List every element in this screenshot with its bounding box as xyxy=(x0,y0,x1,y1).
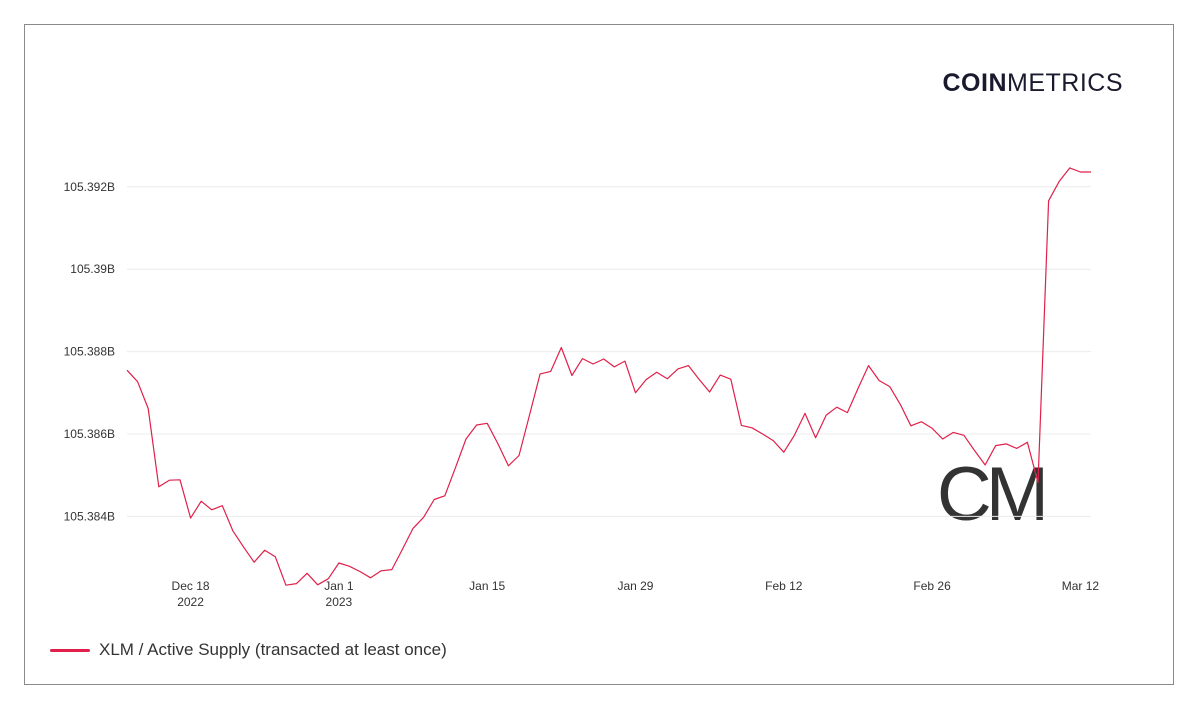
chart-legend[interactable]: XLM / Active Supply (transacted at least… xyxy=(50,640,447,660)
x-tick-label: Mar 12 xyxy=(1062,579,1100,593)
cm-watermark: CM xyxy=(937,452,1050,537)
chart-frame: COINMETRICS xyxy=(24,24,1174,685)
x-tick-label: Jan 29 xyxy=(617,579,653,593)
x-tick-label: Dec 18 xyxy=(172,579,210,593)
x-tick-label: Jan 15 xyxy=(469,579,505,593)
x-tick-year-label: 2022 xyxy=(177,595,204,609)
series-line[interactable] xyxy=(126,167,1091,586)
logo-metrics-text: METRICS xyxy=(1007,69,1123,97)
y-tick-label: 105.392B xyxy=(64,180,115,194)
y-tick-label: 105.39B xyxy=(70,262,115,276)
x-tick-label: Jan 1 xyxy=(324,579,354,593)
x-axis: Dec 18 2022 Jan 1 2023 Jan 15 Jan 29 Feb 12 Feb… xyxy=(172,579,1100,609)
y-tick-label: 105.384B xyxy=(64,509,115,523)
x-tick-label: Feb 12 xyxy=(765,579,803,593)
logo-coin-text: COIN xyxy=(942,69,1007,97)
series-layer xyxy=(126,167,1091,586)
x-tick-year-label: 2023 xyxy=(326,595,353,609)
legend-swatch xyxy=(50,648,90,652)
y-tick-label: 105.388B xyxy=(64,345,115,359)
y-tick-label: 105.386B xyxy=(64,427,115,441)
watermark-text: CM xyxy=(937,452,1044,537)
coinmetrics-logo: COINMETRICS xyxy=(943,69,1124,98)
x-tick-label: Feb 26 xyxy=(913,579,951,593)
y-axis: 105.384B 105.386B 105.388B 105.39B 105.392B xyxy=(64,180,115,524)
legend-label: XLM / Active Supply (transacted at least… xyxy=(99,640,447,659)
gridlines xyxy=(127,186,1091,517)
